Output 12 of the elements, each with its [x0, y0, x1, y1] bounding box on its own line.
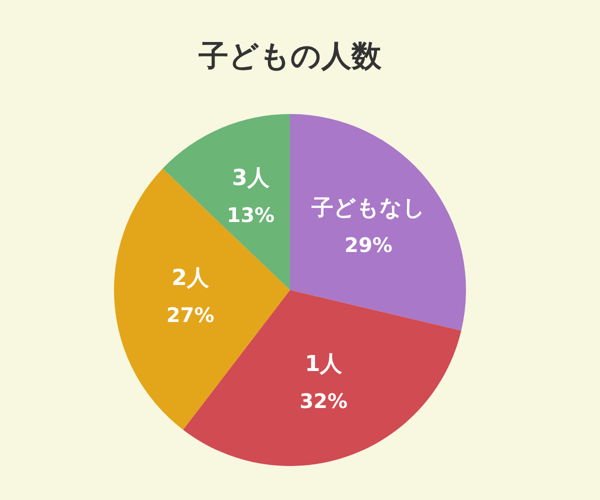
data-label: 27% — [166, 302, 214, 327]
chart-title: 子どもの人数 — [198, 39, 382, 74]
data-label: 13% — [226, 203, 275, 228]
slice-label: 3人 — [232, 166, 270, 192]
pie-slice — [290, 114, 466, 331]
pie-slice — [114, 168, 290, 430]
slice-label: 1人 — [304, 352, 344, 378]
pie-slice — [162, 114, 290, 290]
slice-label: 2人 — [172, 266, 210, 291]
slice-label: 子どもなし — [310, 196, 426, 221]
data-label: 29% — [344, 233, 392, 257]
data-label: 32% — [300, 389, 348, 414]
